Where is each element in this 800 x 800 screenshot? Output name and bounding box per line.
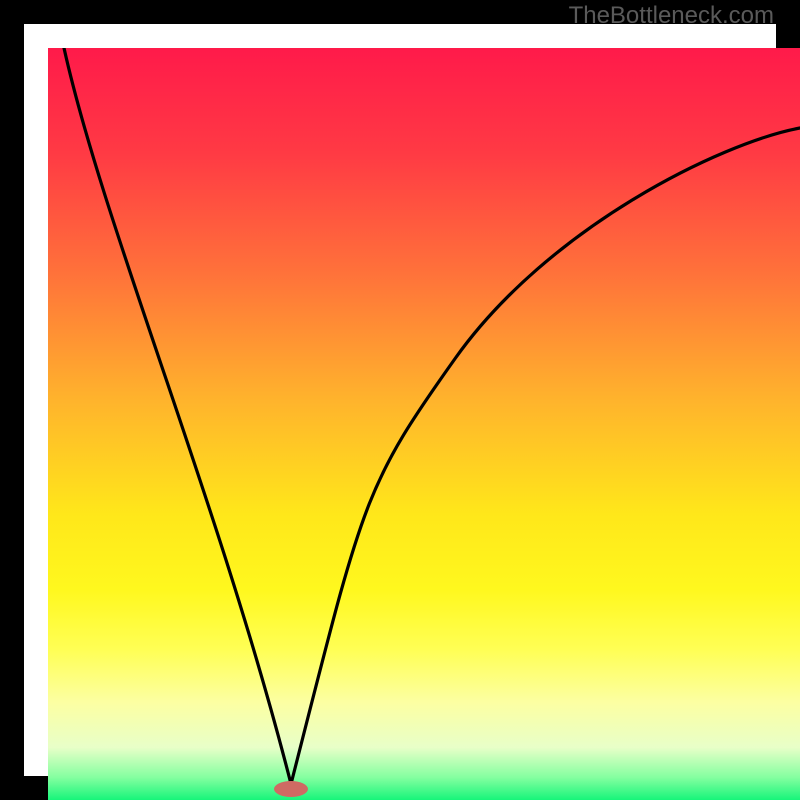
plot-background [48,48,800,800]
chart-frame [0,0,800,800]
plot-svg [48,48,800,800]
watermark-text: TheBottleneck.com [569,2,774,30]
plot-area [48,48,800,800]
vertex-marker [274,781,308,797]
